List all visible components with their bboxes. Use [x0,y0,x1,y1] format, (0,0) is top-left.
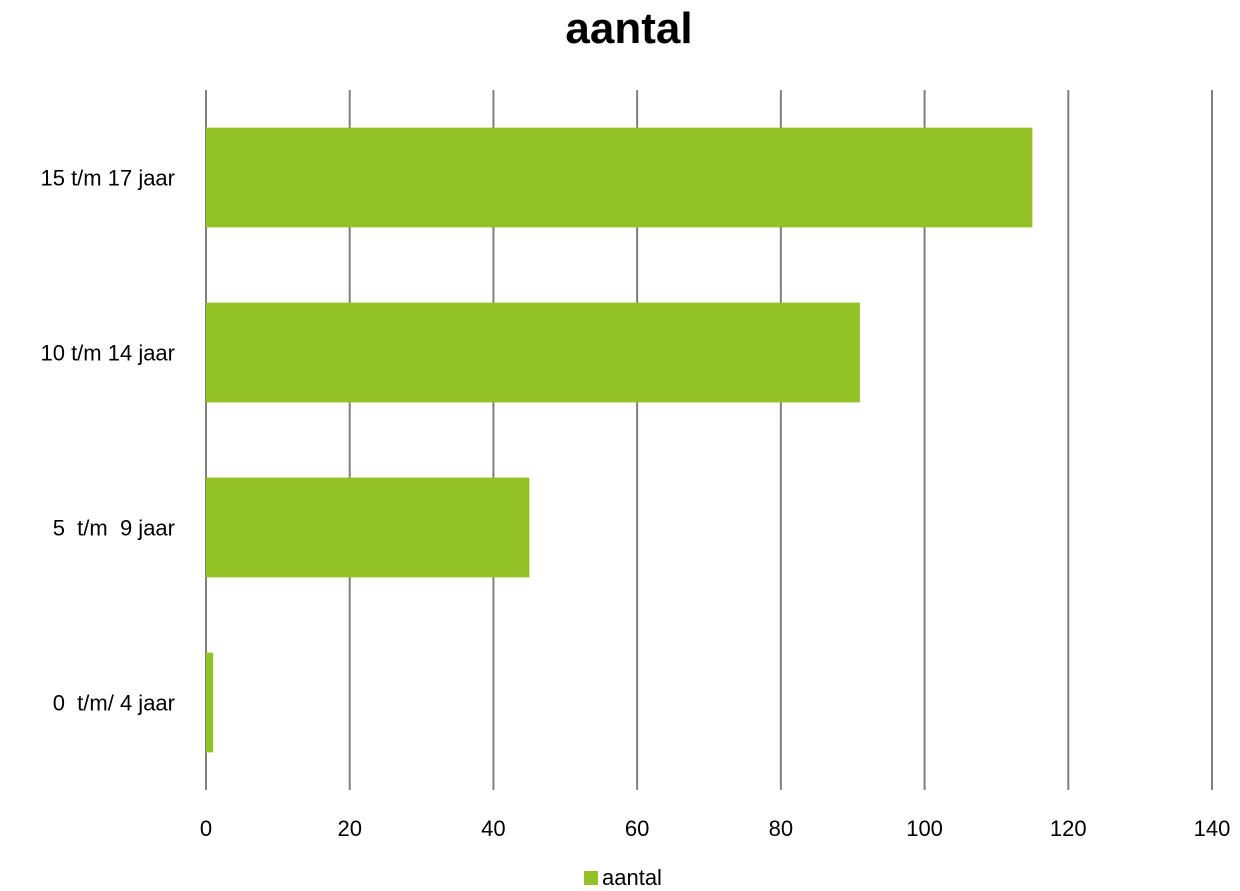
legend-label: aantal [602,865,662,890]
bar-1 [206,477,530,578]
x-tick-label-2: 40 [481,816,505,841]
x-tick-label-6: 120 [1050,816,1087,841]
y-tick-label-3: 15 t/m 17 jaar [40,166,175,191]
x-tick-label-7: 140 [1194,816,1231,841]
y-tick-label-2: 10 t/m 14 jaar [40,341,175,366]
x-tick-label-3: 60 [625,816,649,841]
y-tick-label-1: 5 t/m 9 jaar [53,516,175,541]
x-tick-label-5: 100 [906,816,943,841]
bar-0 [206,652,214,753]
legend-swatch [584,871,598,885]
x-tick-label-0: 0 [200,816,212,841]
bar-3 [206,127,1033,228]
chart-title: aantal [565,4,693,53]
y-tick-label-0: 0 t/m/ 4 jaar [53,691,175,716]
x-tick-label-4: 80 [769,816,793,841]
bar-2 [206,302,860,403]
x-tick-label-1: 20 [337,816,361,841]
